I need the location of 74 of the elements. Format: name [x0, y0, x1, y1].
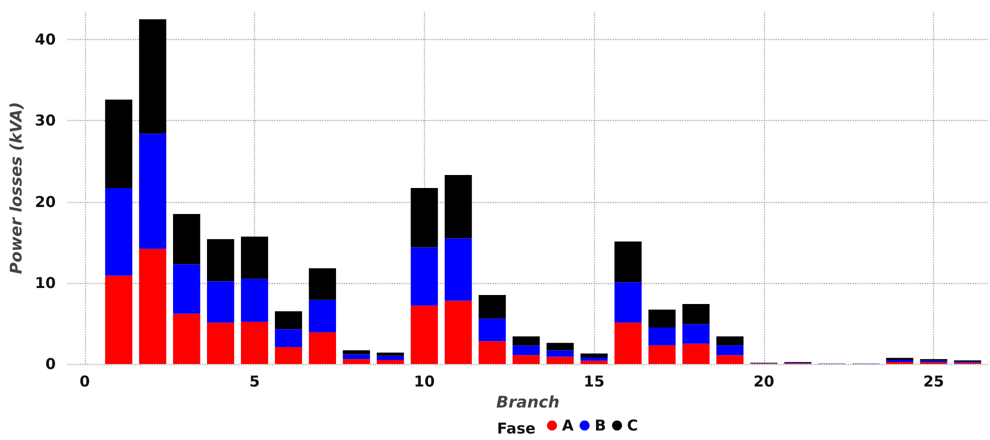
bar	[410, 247, 438, 306]
bar	[478, 341, 506, 364]
bar	[716, 355, 744, 364]
y-tick-label: 10	[34, 274, 56, 292]
bar	[444, 175, 472, 238]
bar	[308, 300, 336, 332]
bar	[105, 188, 132, 276]
bar	[682, 344, 710, 364]
bar	[478, 295, 506, 319]
bar	[614, 242, 642, 282]
bar	[410, 188, 438, 248]
bar	[308, 268, 336, 300]
bar	[274, 329, 302, 347]
bar	[342, 350, 370, 354]
bar	[716, 336, 744, 346]
bar	[546, 356, 574, 364]
bar	[173, 264, 200, 314]
bar	[614, 282, 642, 323]
bar	[716, 345, 744, 356]
bar	[580, 360, 608, 364]
bar	[682, 324, 710, 344]
bar	[376, 356, 404, 360]
y-tick-label: 0	[45, 355, 56, 373]
bar	[376, 352, 404, 356]
x-tick-label: 10	[414, 372, 435, 390]
x-tick-label: 20	[753, 372, 774, 390]
bar	[139, 19, 166, 134]
bar	[105, 276, 132, 364]
bar	[546, 350, 574, 357]
bar	[478, 318, 506, 342]
bar	[648, 310, 676, 328]
bar	[410, 306, 438, 364]
bar	[580, 353, 608, 358]
bar	[274, 311, 302, 330]
bar	[206, 239, 234, 282]
bar	[139, 134, 166, 249]
x-tick-label: 15	[584, 372, 605, 390]
bar	[682, 304, 710, 324]
bar	[512, 355, 540, 364]
bar	[614, 322, 642, 364]
y-axis-title: Power losses (kVA)	[6, 102, 26, 274]
bar	[308, 332, 336, 364]
bar	[139, 248, 166, 364]
bar	[512, 345, 540, 356]
bar	[512, 336, 540, 346]
bar	[173, 214, 200, 264]
bar	[648, 328, 676, 346]
bar	[648, 345, 676, 364]
bar	[342, 359, 370, 364]
legend-title: Fase	[497, 420, 536, 438]
x-tick-label: 5	[249, 372, 260, 390]
legend-label: C	[627, 416, 638, 434]
bar	[240, 236, 268, 279]
bar	[580, 358, 608, 361]
bar	[105, 100, 132, 188]
bar	[206, 281, 234, 323]
bar	[444, 238, 472, 301]
bar	[206, 322, 234, 364]
x-tick-label: 0	[80, 372, 90, 390]
bar	[240, 278, 268, 322]
bar	[274, 346, 302, 364]
y-tick-label: 20	[34, 192, 56, 211]
bar	[546, 342, 574, 350]
bar	[376, 360, 404, 364]
x-tick-label: 25	[923, 372, 944, 390]
legend-label: B	[594, 416, 606, 434]
y-tick-label: 40	[34, 30, 56, 49]
x-axis-title: Branch	[496, 392, 560, 412]
bar	[173, 314, 200, 364]
legend-label: A	[562, 416, 574, 434]
bar	[444, 300, 472, 364]
bar	[240, 322, 268, 364]
bar	[342, 354, 370, 360]
y-tick-label: 30	[34, 112, 56, 130]
